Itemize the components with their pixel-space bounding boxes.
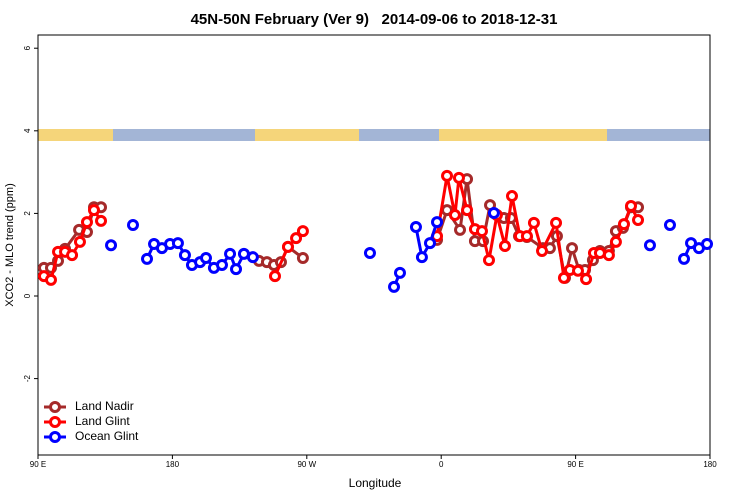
ocean-band <box>607 129 710 141</box>
point <box>617 218 630 231</box>
point <box>268 270 281 283</box>
point <box>215 259 228 272</box>
ocean-band <box>113 129 255 141</box>
point <box>44 273 57 286</box>
point <box>448 209 461 222</box>
point <box>632 214 645 227</box>
y-tick-label: 0 <box>23 293 32 298</box>
point <box>363 247 376 260</box>
point <box>393 266 406 279</box>
point <box>281 240 294 253</box>
point <box>550 216 563 229</box>
y-tick-label: 6 <box>23 45 32 50</box>
y-tick-label: 2 <box>23 211 32 216</box>
legend-label: Land Glint <box>75 414 130 428</box>
point <box>66 249 79 262</box>
point <box>461 204 474 217</box>
y-tick-label: 4 <box>23 128 32 133</box>
land-band <box>255 129 359 141</box>
point <box>200 252 212 265</box>
point <box>520 230 533 243</box>
legend-marker <box>49 401 61 413</box>
point <box>296 225 309 238</box>
point <box>296 252 309 265</box>
legend-label: Ocean Glint <box>75 429 139 443</box>
point <box>625 199 638 212</box>
land-mask-strip <box>38 129 710 141</box>
point <box>498 240 511 253</box>
point <box>454 223 467 236</box>
x-tick-label: 90 W <box>297 460 316 469</box>
point <box>609 235 622 248</box>
point <box>290 232 303 245</box>
point <box>73 235 86 248</box>
point <box>126 218 139 231</box>
point <box>571 264 584 277</box>
point <box>105 239 118 252</box>
point <box>580 273 593 286</box>
series <box>37 169 645 286</box>
point <box>431 216 444 229</box>
point <box>415 251 428 264</box>
point <box>230 263 243 276</box>
point <box>388 280 401 293</box>
point <box>475 225 488 238</box>
point <box>701 237 714 250</box>
point <box>95 214 108 227</box>
x-tick-label: 180 <box>166 460 180 469</box>
x-tick-label: 180 <box>703 460 717 469</box>
point <box>141 252 154 265</box>
point <box>602 249 615 262</box>
point <box>171 237 184 250</box>
y-axis-label: XCO2 - MLO trend (ppm) <box>4 183 16 306</box>
point <box>482 254 495 267</box>
x-tick-label: 90 E <box>567 460 583 469</box>
point <box>424 237 436 250</box>
point <box>685 237 698 250</box>
legend-marker <box>49 431 61 443</box>
point <box>178 249 191 262</box>
x-tick-label: 90 E <box>30 460 46 469</box>
land-band <box>439 129 607 141</box>
point <box>224 247 237 260</box>
point <box>527 216 540 229</box>
point <box>246 251 259 264</box>
series <box>105 206 714 293</box>
legend-marker <box>49 416 61 428</box>
chart-title: 45N-50N February (Ver 9) 2014-09-06 to 2… <box>191 11 558 28</box>
point <box>678 252 691 265</box>
point <box>441 169 454 182</box>
ocean-band <box>359 129 439 141</box>
point <box>487 206 500 219</box>
legend-label: Land Nadir <box>75 399 134 413</box>
x-tick-label: 0 <box>439 460 444 469</box>
point <box>88 204 100 217</box>
x-axis-label: Longitude <box>349 476 402 490</box>
point <box>536 244 548 257</box>
point <box>505 190 518 203</box>
point <box>557 271 570 284</box>
point <box>643 239 656 252</box>
y-tick-label: -2 <box>23 374 32 382</box>
point <box>409 221 422 234</box>
point <box>80 216 93 229</box>
point <box>663 218 676 231</box>
land-band <box>38 129 113 141</box>
point <box>452 171 465 184</box>
point <box>566 242 579 255</box>
